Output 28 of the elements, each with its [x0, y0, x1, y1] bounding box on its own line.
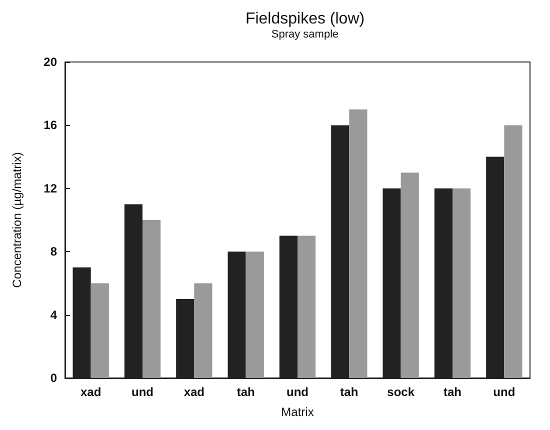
x-tick-label: und	[493, 385, 516, 399]
chart-title: Fieldspikes (low)	[245, 10, 365, 28]
y-tick-label: 12	[44, 181, 58, 196]
x-axis-title: Matrix	[281, 405, 314, 419]
y-tick-label: 4	[50, 308, 58, 322]
bar	[400, 172, 419, 378]
y-tick-label: 20	[44, 55, 58, 69]
chart-subtitle: Spray sample	[271, 28, 339, 40]
bar	[349, 109, 368, 378]
x-tick-label: tah	[236, 385, 255, 399]
x-tick-label: xad	[184, 385, 205, 399]
bar	[452, 188, 471, 378]
x-tick-label: und	[286, 385, 308, 399]
bar	[194, 283, 212, 378]
y-axis-title: Concentration (µg/matrix)	[10, 152, 24, 288]
x-tick-label: tah	[444, 385, 462, 399]
x-tick-label: und	[132, 385, 154, 399]
bar	[90, 283, 109, 378]
y-tick-label: 8	[50, 244, 58, 259]
bar	[504, 125, 522, 378]
bar	[298, 236, 316, 378]
x-tick-label: xad	[80, 385, 102, 399]
x-tick-label: sock	[387, 385, 415, 399]
y-tick-label: 0	[50, 371, 58, 385]
bar	[142, 220, 161, 378]
x-tick-label: tah	[340, 385, 358, 399]
y-tick-label: 16	[44, 118, 58, 132]
bar	[246, 252, 264, 378]
